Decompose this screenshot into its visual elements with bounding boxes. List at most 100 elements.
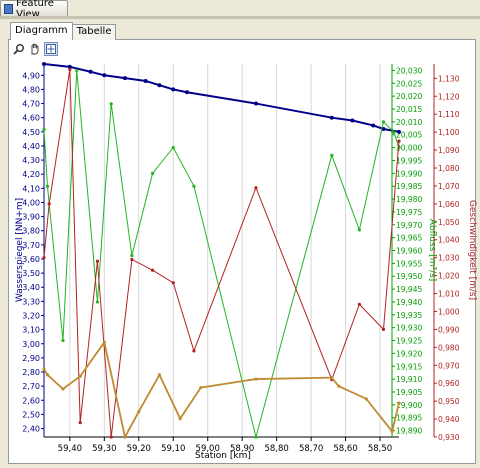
data-point-wasserspiegel [102,73,107,78]
data-point-wasserspiegel [122,76,127,81]
left-tick-label: 3,90 [22,213,40,222]
data-point-geschwindigkeit [150,268,155,272]
fit-view-icon[interactable] [44,42,58,56]
data-point-sohle [123,435,127,439]
series-sohle [42,340,401,440]
right-tick-label: 1,110 [438,110,460,119]
data-point-abfluss [61,338,65,343]
left-tick-label: 4,80 [22,85,40,94]
window-header-bar [0,16,480,19]
data-point-sohle [42,367,46,371]
left-tick-label: 3,30 [22,297,40,306]
data-point-abfluss [392,130,396,134]
data-point-abfluss [42,127,46,132]
right-tick-label: 1,120 [438,92,460,101]
middle-tick-label: 19,930 [396,324,422,333]
data-point-sohle [157,373,162,377]
data-point-wasserspiegel [185,90,190,95]
data-point-wasserspiegel [157,83,162,88]
middle-tick-label: 19,965 [396,234,422,243]
pan-hand-icon[interactable] [28,42,42,56]
right-tick-label: 0,950 [438,397,460,406]
middle-tick-label: 20,025 [396,79,422,88]
left-tick-label: 2,80 [22,368,40,377]
data-point-wasserspiegel [329,115,334,120]
middle-tick-label: 20,010 [396,118,422,127]
left-tick-label: 4,00 [22,198,40,207]
window-icon [4,3,14,14]
data-point-sohle [337,384,341,388]
data-point-wasserspiegel [67,64,72,69]
middle-tick-label: 19,985 [396,182,422,191]
left-tick-label: 3,60 [22,255,40,264]
middle-tick-label: 20,020 [396,92,422,101]
left-tick-label: 3,50 [22,269,40,278]
right-tick-label: 1,100 [438,128,460,137]
zoom-icon[interactable] [12,42,26,56]
right-tick-label: 0,960 [438,379,460,388]
tab-diagramm[interactable]: Diagramm [10,22,73,40]
data-point-abfluss [254,435,258,439]
middle-tick-label: 19,925 [396,337,422,346]
left-tick-label: 2,50 [22,410,40,419]
right-tick-label: 0,980 [438,343,460,352]
left-tick-label: 2,40 [22,425,40,434]
data-point-abfluss [45,184,50,188]
data-point-sohle [364,397,368,401]
left-tick-label: 3,40 [22,283,40,292]
right-tick-label: 1,050 [438,218,460,227]
data-point-geschwindigkeit [192,349,196,353]
x-tick-label: 58,80 [264,444,288,454]
x-tick-label: 58,90 [230,444,254,454]
middle-tick-label: 19,955 [396,259,422,268]
right-tick-label: 1,070 [438,182,460,191]
right-tick-label: 0,990 [438,325,460,334]
right-tick-label: 1,080 [438,164,460,173]
middle-tick-label: 19,920 [396,349,422,358]
view-tabs: Diagramm Tabelle [10,22,117,40]
right-axis-label: Geschwindigkeit [m/s] [467,200,477,300]
left-tick-label: 4,20 [22,170,40,179]
data-point-geschwindigkeit [171,281,175,285]
chart-toolbar [12,42,58,56]
data-point-geschwindigkeit [357,302,361,306]
right-tick-label: 0,940 [438,415,460,424]
data-point-geschwindigkeit [42,256,46,260]
data-point-wasserspiegel [171,87,176,92]
window-title: Feature View [16,0,54,20]
right-tick-label: 1,030 [438,254,460,263]
data-point-geschwindigkeit [47,202,51,206]
left-tick-label: 4,10 [22,184,40,193]
data-point-abfluss [171,146,175,150]
right-tick-label: 0,930 [438,433,460,442]
data-point-sohle [199,385,203,390]
left-tick-label: 4,50 [22,128,40,137]
middle-tick-label: 19,935 [396,311,422,320]
right-tick-label: 1,130 [438,74,460,83]
data-point-sohle [397,401,401,405]
right-tick-label: 0,970 [438,361,460,370]
data-point-wasserspiegel [143,78,148,83]
middle-tick-label: 19,975 [396,208,422,217]
right-tick-label: 1,010 [438,290,460,299]
middle-tick-label: 19,890 [396,427,422,436]
right-tick-label: 1,090 [438,146,460,155]
feature-view-tab[interactable]: Feature View [0,0,68,20]
data-point-sohle [45,373,50,377]
middle-tick-label: 20,030 [396,66,422,75]
left-tick-label: 3,10 [22,326,40,335]
middle-tick-label: 20,005 [396,131,422,140]
data-point-sohle [390,429,394,433]
data-point-wasserspiegel [253,101,258,106]
data-point-abfluss [357,228,361,232]
data-point-geschwindigkeit [254,186,258,190]
data-point-sohle [137,409,141,414]
series-line-abfluss [43,70,400,439]
middle-tick-label: 19,900 [396,401,422,410]
left-tick-label: 3,80 [22,227,40,236]
left-tick-label: 3,20 [22,311,40,320]
middle-tick-label: 19,895 [396,414,422,423]
data-point-sohle [254,377,258,381]
right-tick-label: 1,040 [438,236,460,245]
middle-tick-label: 19,995 [396,156,422,165]
